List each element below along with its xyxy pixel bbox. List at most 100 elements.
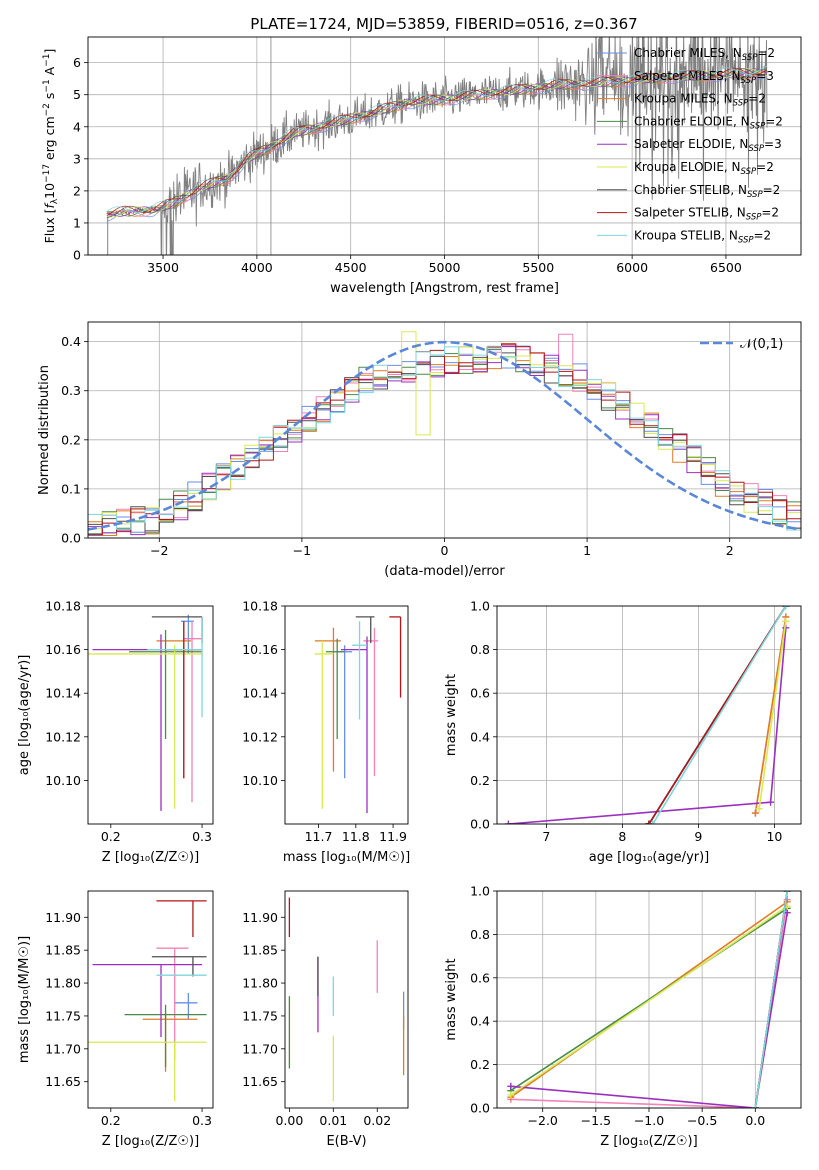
spectrum-ytick-label: 6 [73,55,81,70]
age_vs_Z-ylabel: age [log₁₀(age/yr)] [17,655,32,776]
mass_vs_ebv-ytick-label: 11.85 [242,943,278,958]
age_vs_mass-errorbar-7 [355,616,375,644]
weight_vs_age-ylabel: mass weight [444,674,459,756]
spectrum-ytick-label: 5 [73,87,81,102]
age_vs_mass-errorbar-8 [389,616,402,698]
mass_vs_Z-ytick-label: 11.70 [45,1041,81,1056]
age_vs_mass-ytick-label: 10.10 [242,773,278,788]
weight_vs_Z-series-6 [510,905,788,1096]
weight_vs_Z-series-9 [754,891,788,1108]
weight_vs_Z-xtick-label: −2.0 [528,1113,558,1128]
age_vs_Z-errorbar-8 [165,621,203,779]
weight_vs_age-marker [504,820,512,824]
mass_vs_ebv-ytick-label: 11.65 [242,1074,278,1089]
residuals-ylabel: Normed distribution [37,365,52,495]
residuals-xtick-label: 2 [726,543,734,558]
age_vs_Z-errorbar-4 [129,629,203,739]
age_vs_Z-xtick-label: 0.2 [101,829,121,844]
weight_vs_Z-xtick-label: −1.0 [634,1113,664,1128]
residuals-xtick-label: −2 [150,543,168,558]
residuals-ytick-label: 0.1 [61,481,81,496]
weight_vs_age-ytick-label: 1.0 [470,599,490,614]
age_vs_mass-errorbar-4 [326,638,345,739]
weight_vs_Z-marker [783,891,791,895]
spectrum-legend-label-7: Chabrier STELIB, NSSP=2 [634,183,780,200]
age_vs_Z-frame [87,605,214,825]
mass_vs_Z-errorbar-8 [156,900,207,938]
weight_vs_Z-ytick-label: 0.6 [470,970,490,985]
age_vs_Z-xlabel: Z [log₁₀(Z/Z☉)] [102,850,199,865]
spectrum-xlabel: wavelength [Angstrom, rest frame] [330,281,559,296]
mass_vs_Z-errorbar-1 [174,992,198,1020]
weight_vs_age-marker [767,798,775,806]
residuals-frame [87,321,802,539]
residuals-ytick-label: 0.3 [61,383,81,398]
weight_vs_age-xtick-label: 8 [618,829,626,844]
mass_vs_ebv-ytick-label: 11.75 [242,1008,278,1023]
weight_vs_age-ytick-label: 0.8 [470,642,490,657]
weight_vs_Z-xtick-label: −1.5 [581,1113,611,1128]
weight_vs_age-frame [496,605,802,825]
model-spectrum-4 [106,68,768,217]
spectrum-xtick-label: 6500 [710,260,742,275]
age_vs_Z-errorbar-9 [147,616,203,718]
age_vs_mass-errorbar-9 [352,621,367,720]
age_vs_mass-ytick-label: 10.14 [242,686,278,701]
model-spectrum-2 [106,71,768,219]
weight_vs_age-marker [649,820,657,824]
weight_vs_Z-xtick-label: 0.0 [745,1113,765,1128]
mass_vs_Z-errorbar-5 [92,963,203,1037]
age_vs_mass-xlabel: mass [log₁₀(M/M☉)] [283,850,410,865]
weight_vs_age-xlabel: age [log₁₀(age/yr)] [589,850,710,865]
spectrum-ytick-label: 4 [73,119,81,134]
weight_vs_Z-xlabel: Z [log₁₀(Z/Z☉)] [600,1134,697,1149]
age_vs_mass-ytick-label: 10.12 [242,729,278,744]
weight_vs_Z-marker [751,1104,759,1108]
weight_vs_age-marker [755,805,763,813]
mass_vs_Z-ytick-label: 11.65 [45,1074,81,1089]
weight_vs_age-marker [751,809,759,817]
spectrum-legend-label-5: Salpeter ELODIE, NSSP=3 [634,137,782,154]
weight_vs_Z-marker [507,1082,515,1090]
age_vs_mass-xtick-label: 11.8 [342,829,370,844]
normal-distribution-curve [88,340,799,531]
weight_vs_Z-xtick-label: −0.5 [687,1113,717,1128]
weight_vs_Z-frame [496,890,802,1109]
weight_vs_age-series-6 [758,621,787,809]
mass_vs_ebv-xlabel: E(B-V) [326,1134,366,1149]
residuals-ytick-label: 0.4 [61,334,81,349]
age_vs_Z-xtick-label: 0.3 [192,829,212,844]
age_vs_Z-axes: 0.2 0.3 10.10 10.12 10.14 10.16 10.18 Z [log₁₀(… [17,599,212,866]
spectrum-legend-label-9: Kroupa STELIB, NSSP=2 [634,228,771,245]
mass_vs_Z-errorbar-2 [156,947,189,1060]
weight_vs_Z-ylabel: mass weight [444,958,459,1040]
mass_vs_Z-ytick-label: 11.85 [45,943,81,958]
spectrum-legend-label-2: Salpeter MILES, NSSP=3 [634,69,774,86]
weight_vs_age-axes: 7 8 9 10 0.0 0.2 0.4 0.6 0.8 1.0 age [log₁₀(age/yr… [444,599,801,865]
age_vs_mass-axes: 11.7 11.8 11.9 10.10 10.12 10.14 10.16 10.18 mas… [242,599,410,866]
weight_vs_age-ytick-label: 0.6 [470,686,490,701]
mass_vs_Z-ylabel: mass [log₁₀(M/M☉)] [17,936,32,1063]
spectrum-xtick-label: 3500 [147,260,179,275]
mass_vs_Z-errorbar-7 [151,956,207,977]
mass_vs_Z-ytick-label: 11.75 [45,1008,81,1023]
spectrum-legend-label-8: Salpeter STELIB, NSSP=2 [634,206,779,223]
age_vs_Z-ytick-label: 10.12 [45,729,81,744]
weight_vs_age-ytick-label: 0.2 [470,773,490,788]
mass_vs_Z-xtick-label: 0.2 [101,1113,121,1128]
mass_vs_ebv-frame [284,890,409,1109]
residuals-xtick-label: 1 [583,543,591,558]
spectrum-ytick-label: 3 [73,151,81,166]
mass_vs_Z-ytick-label: 11.90 [45,910,81,925]
spectrum-xtick-label: 4500 [335,260,367,275]
mass_vs_Z-xtick-label: 0.3 [192,1113,212,1128]
residuals-ytick-label: 0.0 [61,531,81,546]
weight_vs_Z-ytick-label: 0.4 [470,1014,490,1029]
age_vs_Z-errorbar-6 [88,645,203,809]
age_vs_Z-ytick-label: 10.10 [45,773,81,788]
weight_vs_age-marker [782,606,790,610]
weight_vs_age-marker [645,820,653,824]
normal-legend-label: 𝒩(0,1) [740,337,783,352]
mass_vs_ebv-ytick-label: 11.70 [242,1041,278,1056]
mass_vs_Z-xlabel: Z [log₁₀(Z/Z☉)] [102,1134,199,1149]
